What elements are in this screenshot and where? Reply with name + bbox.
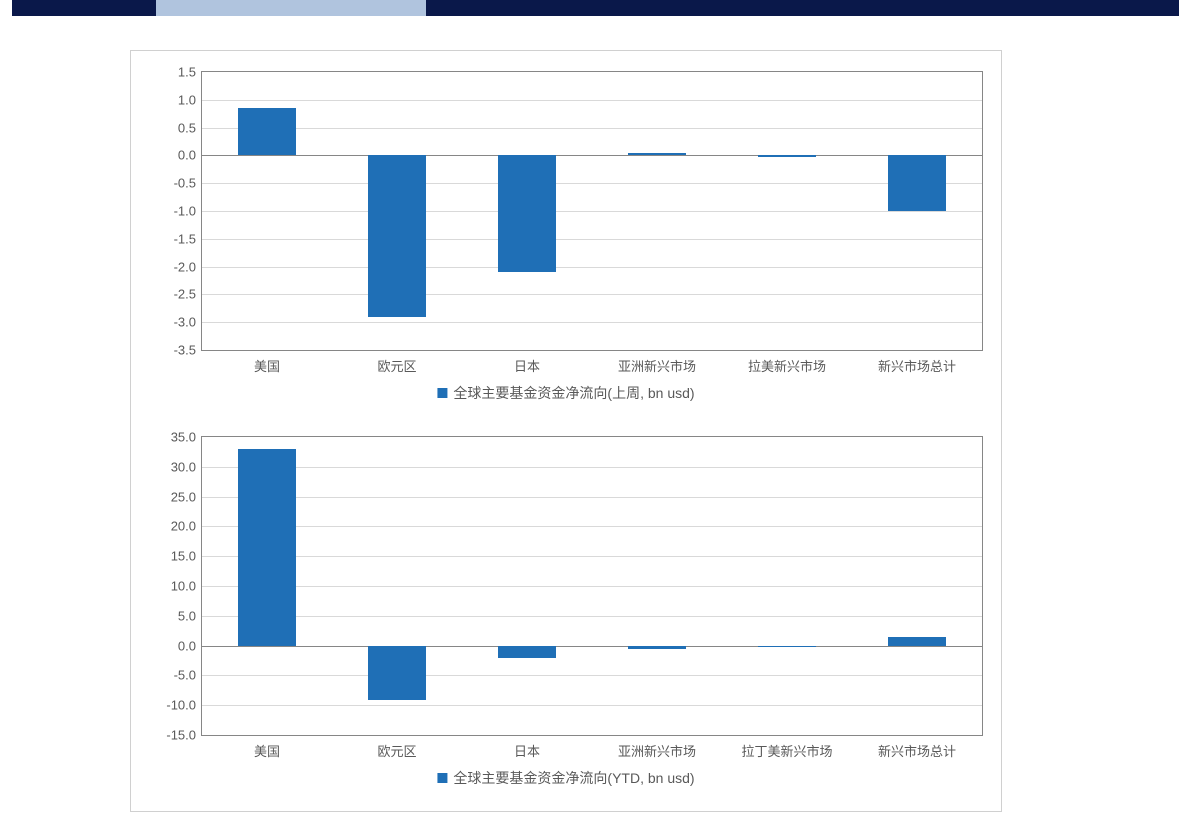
- y-tick-label: -10.0: [166, 698, 196, 713]
- y-tick-label: 5.0: [178, 608, 196, 623]
- y-tick-label: -0.5: [174, 176, 196, 191]
- y-tick-label: 10.0: [171, 579, 196, 594]
- gridline: [202, 705, 982, 706]
- x-tick-label: 拉美新兴市场: [748, 356, 826, 375]
- gridline: [202, 211, 982, 212]
- y-tick-label: 35.0: [171, 430, 196, 445]
- legend: 全球主要基金资金净流向(YTD, bn usd): [437, 768, 694, 788]
- bar: [498, 155, 557, 272]
- plot-area: -3.5-3.0-2.5-2.0-1.5-1.0-0.50.00.51.01.5…: [201, 71, 983, 351]
- y-tick-label: -5.0: [174, 668, 196, 683]
- bar: [758, 646, 817, 647]
- gridline: [202, 675, 982, 676]
- y-tick-label: 1.0: [178, 92, 196, 107]
- gridline: [202, 239, 982, 240]
- gridline: [202, 100, 982, 101]
- x-tick-label: 日本: [514, 741, 540, 760]
- bar: [888, 155, 947, 211]
- y-tick-label: 1.5: [178, 65, 196, 80]
- y-tick-label: -2.0: [174, 259, 196, 274]
- bar: [628, 153, 687, 156]
- y-tick-label: -1.0: [174, 204, 196, 219]
- bar: [368, 155, 427, 316]
- y-tick-label: 0.0: [178, 148, 196, 163]
- gridline: [202, 526, 982, 527]
- y-tick-label: 0.5: [178, 120, 196, 135]
- legend-marker: [437, 388, 447, 398]
- y-tick-label: 15.0: [171, 549, 196, 564]
- gridline: [202, 467, 982, 468]
- bar: [758, 155, 817, 157]
- bar: [238, 108, 297, 155]
- x-tick-label: 欧元区: [377, 356, 416, 375]
- x-tick-label: 拉丁美新兴市场: [741, 741, 832, 760]
- legend-label: 全球主要基金资金净流向(YTD, bn usd): [453, 768, 694, 788]
- gridline: [202, 267, 982, 268]
- legend-marker: [437, 773, 447, 783]
- y-tick-label: 25.0: [171, 489, 196, 504]
- y-tick-label: 0.0: [178, 638, 196, 653]
- x-tick-label: 欧元区: [377, 741, 416, 760]
- y-tick-label: 30.0: [171, 459, 196, 474]
- bar: [238, 449, 297, 646]
- legend-label: 全球主要基金资金净流向(上周, bn usd): [453, 383, 694, 403]
- zero-line: [202, 646, 982, 647]
- y-tick-label: -3.0: [174, 315, 196, 330]
- gridline: [202, 294, 982, 295]
- bar: [628, 646, 687, 650]
- gridline: [202, 497, 982, 498]
- gridline: [202, 586, 982, 587]
- bar: [368, 646, 427, 701]
- gridline: [202, 616, 982, 617]
- header-strip-light: [156, 0, 426, 16]
- x-tick-label: 新兴市场总计: [878, 741, 956, 760]
- bar: [498, 646, 557, 658]
- y-tick-label: -1.5: [174, 231, 196, 246]
- x-tick-label: 日本: [514, 356, 540, 375]
- plot-area: -15.0-10.0-5.00.05.010.015.020.025.030.0…: [201, 436, 983, 736]
- y-tick-label: 20.0: [171, 519, 196, 534]
- x-tick-label: 新兴市场总计: [878, 356, 956, 375]
- x-tick-label: 亚洲新兴市场: [618, 741, 696, 760]
- zero-line: [202, 155, 982, 156]
- gridline: [202, 556, 982, 557]
- charts-container: -3.5 -3.0 -2.5 -2.0 -1.5 -1.0 -0.5 0.0 0.5 1.0 1.5…: [130, 50, 1002, 812]
- x-tick-label: 亚洲新兴市场: [618, 356, 696, 375]
- gridline: [202, 322, 982, 323]
- y-tick-label: -15.0: [166, 728, 196, 743]
- gridline: [202, 128, 982, 129]
- y-tick-label: -3.5: [174, 343, 196, 358]
- legend: 全球主要基金资金净流向(上周, bn usd): [437, 383, 694, 403]
- bar: [888, 637, 947, 646]
- gridline: [202, 183, 982, 184]
- x-tick-label: 美国: [254, 741, 280, 760]
- y-tick-label: -2.5: [174, 287, 196, 302]
- x-tick-label: 美国: [254, 356, 280, 375]
